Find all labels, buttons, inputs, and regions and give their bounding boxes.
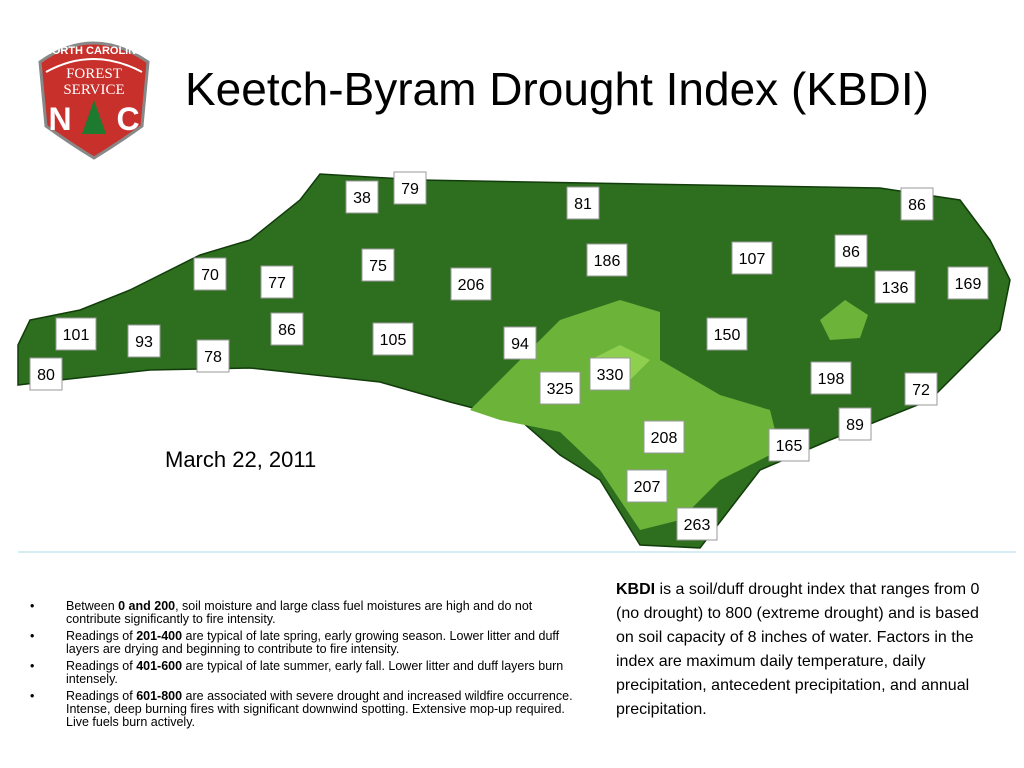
text: are typical of late summer, early fall. … <box>66 659 564 686</box>
kbdi-value: 107 <box>739 251 766 268</box>
bold-text: 601-800 <box>136 689 183 703</box>
kbdi-value: 105 <box>380 332 407 349</box>
kbdi-value: 206 <box>458 277 485 294</box>
label-box <box>393 171 427 205</box>
label-box <box>345 180 379 214</box>
kbdi-value: 86 <box>842 244 860 261</box>
label-box <box>810 361 852 395</box>
text: , soil moisture and large class fuel moi… <box>66 599 533 626</box>
label-box <box>874 270 916 304</box>
kbdi-value: 169 <box>955 276 982 293</box>
label-box <box>503 326 537 360</box>
text: Between <box>66 599 119 613</box>
bullet: Readings of 601-800 are associated with … <box>30 690 580 729</box>
kbdi-value: 70 <box>201 267 219 284</box>
kbdi-value: 198 <box>818 371 845 388</box>
label-box <box>900 187 934 221</box>
bold-text: 201-400 <box>136 629 183 643</box>
label-box <box>834 234 868 268</box>
label-box <box>589 357 631 391</box>
kbdi-value: 77 <box>268 275 286 292</box>
text: are associated with severe drought and i… <box>66 689 573 729</box>
kbdi-value: 86 <box>908 197 926 214</box>
kbdi-value: 165 <box>776 438 803 455</box>
label-box <box>586 243 628 277</box>
label-box <box>55 317 97 351</box>
kbdi-value: 330 <box>597 367 624 384</box>
label-box <box>372 322 414 356</box>
label-box <box>450 267 492 301</box>
bold-text: KBDI <box>616 581 656 598</box>
bullet: Readings of 201-400 are typical of late … <box>30 630 580 656</box>
text: is a soil/duff drought index that ranges… <box>616 581 980 718</box>
kbdi-value: 186 <box>594 253 621 270</box>
map-date: March 22, 2011 <box>165 447 317 472</box>
logo-letter: N <box>48 101 71 137</box>
logo-line: SERVICE <box>63 82 124 98</box>
label-box <box>731 241 773 275</box>
map: 38 79 81 86 70 77 75 206 186 107 86 136 169 101 93 86 78… <box>17 171 1016 553</box>
kbdi-value: 81 <box>574 196 592 213</box>
label-box <box>260 265 294 299</box>
bullet: Between 0 and 200, soil moisture and lar… <box>30 600 580 626</box>
text: Readings of <box>66 629 137 643</box>
kbdi-value: 136 <box>882 280 909 297</box>
label-box <box>626 469 668 503</box>
bold-text: 0 and 200 <box>118 599 176 613</box>
label-box <box>947 266 989 300</box>
label-box <box>904 372 938 406</box>
kbdi-value: 208 <box>651 430 678 447</box>
label-box <box>539 371 581 405</box>
kbdi-value: 75 <box>369 258 387 275</box>
text: Readings of <box>66 689 137 703</box>
label-box <box>361 248 395 282</box>
kbdi-value: 94 <box>511 336 529 353</box>
bullet: Readings of 401-600 are typical of late … <box>30 660 580 686</box>
label-box <box>676 507 718 541</box>
text: are typical of late spring, early growin… <box>66 629 560 656</box>
kbdi-value: 150 <box>714 327 741 344</box>
drier-region <box>820 300 868 340</box>
label-box <box>196 339 230 373</box>
bullet-list: Between 0 and 200, soil moisture and lar… <box>30 600 580 733</box>
bold-text: 401-600 <box>136 659 183 673</box>
label-box <box>643 420 685 454</box>
label-box <box>566 186 600 220</box>
kbdi-value: 325 <box>547 381 574 398</box>
state-outline <box>17 173 1011 549</box>
drier-region <box>470 300 780 530</box>
logo-line: FOREST <box>66 66 122 82</box>
label-box <box>193 257 227 291</box>
description: KBDI is a soil/duff drought index that r… <box>616 578 986 722</box>
logo-tree <box>82 100 106 134</box>
logo-letter: C <box>116 101 139 137</box>
title: Keetch-Byram Drought Index (KBDI) <box>185 63 929 115</box>
label-box <box>706 317 748 351</box>
label-box <box>127 324 161 358</box>
kbdi-value: 263 <box>684 517 711 534</box>
kbdi-value: 72 <box>912 382 930 399</box>
label-box <box>768 428 810 462</box>
kbdi-value: 86 <box>278 322 296 339</box>
kbdi-value: 93 <box>135 334 153 351</box>
kbdi-value: 80 <box>37 367 55 384</box>
label-box <box>29 357 63 391</box>
kbdi-value: 38 <box>353 190 371 207</box>
kbdi-value: 79 <box>401 181 419 198</box>
kbdi-value: 101 <box>63 327 90 344</box>
logo: NORTH CAROLINA FOREST SERVICE N C <box>38 41 150 160</box>
label-box <box>838 407 872 441</box>
kbdi-value: 89 <box>846 417 864 434</box>
label-box <box>270 312 304 346</box>
logo-arc-text: NORTH CAROLINA <box>44 45 144 57</box>
kbdi-value: 207 <box>634 479 661 496</box>
logo-arc <box>45 58 143 73</box>
kbdi-value: 78 <box>204 349 222 366</box>
text: Readings of <box>66 659 137 673</box>
